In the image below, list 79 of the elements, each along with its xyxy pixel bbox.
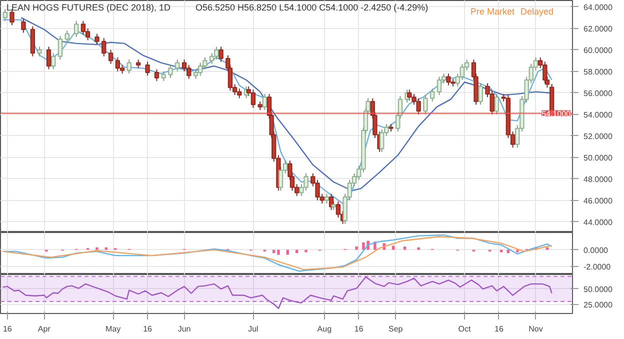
candlestick	[46, 46, 52, 70]
y-tick-label: 54.0000	[584, 110, 613, 120]
y-tick-label: 64.0000	[584, 2, 613, 12]
candlestick	[51, 52, 56, 70]
candlestick	[30, 26, 35, 57]
line-series	[2, 276, 552, 310]
candlestick	[108, 49, 114, 64]
x-tick-label: Aug	[317, 324, 332, 334]
x-tick-label: 16	[494, 324, 504, 334]
candlestick	[262, 93, 268, 111]
y-tick-label: 0.0000	[584, 246, 609, 255]
bar	[304, 250, 308, 252]
candlestick	[94, 33, 100, 46]
x-tick-label: Sep	[388, 324, 404, 334]
candlestick	[278, 166, 284, 192]
y-tick-label: 58.0000	[584, 67, 613, 76]
x-tick-label: May	[106, 324, 121, 334]
candlestick	[460, 63, 465, 80]
bar	[546, 247, 549, 250]
bar	[104, 247, 108, 250]
x-tick-label: Nov	[528, 324, 543, 334]
ref-line-label: 54.1000	[542, 109, 572, 118]
candlestick	[218, 46, 224, 62]
y-tick-label: 48.0000	[584, 174, 613, 184]
y-tick-label: 50.0000	[584, 284, 613, 294]
y-tick-label: 52.0000	[584, 132, 613, 141]
y-tick-label: 60.0000	[584, 46, 613, 55]
candlestick	[161, 70, 166, 82]
x-tick-label: Oct	[458, 324, 472, 334]
candlestick	[21, 18, 26, 34]
candlestick	[126, 59, 132, 74]
x-tick-label: Jul	[248, 324, 259, 334]
x-tick-label: 16	[354, 324, 364, 334]
candlestick	[145, 61, 150, 76]
y-tick-label: 44.0000	[584, 218, 613, 227]
bar	[403, 246, 406, 250]
candlestick	[324, 193, 330, 204]
candlestick	[64, 30, 70, 43]
candlestick	[423, 94, 428, 115]
candlestick	[494, 93, 500, 115]
bar	[417, 247, 420, 250]
candlestick	[250, 89, 256, 108]
candlestick	[58, 35, 63, 60]
bar	[500, 250, 503, 252]
x-tick-label: 16	[2, 324, 12, 334]
candlestick	[74, 20, 79, 38]
x-tick-label: 16	[143, 324, 153, 334]
candlestick	[182, 59, 187, 72]
bar	[516, 250, 519, 252]
candlestick	[80, 20, 86, 36]
y-tick-label: 62.0000	[584, 24, 613, 34]
bar	[96, 247, 98, 250]
bar	[277, 250, 280, 255]
candlestick	[154, 68, 160, 82]
y-tick-label: 50.0000	[584, 153, 613, 162]
candlestick	[10, 8, 14, 26]
annotation: Delayed	[520, 6, 554, 16]
y-tick-label: 56.0000	[584, 88, 613, 98]
x-tick-label: Apr	[38, 324, 51, 334]
candlestick	[85, 28, 90, 41]
y-tick-label: 25.0000	[584, 300, 613, 310]
candlestick	[37, 46, 42, 57]
annotation: Pre Market	[470, 6, 516, 16]
chart-title: LEAN HOGS FUTURES (DEC 2018), 1D	[6, 2, 172, 12]
candlestick	[478, 82, 483, 106]
candlestick	[175, 59, 180, 72]
y-tick-label: 46.0000	[584, 196, 613, 206]
bar	[392, 246, 395, 250]
candlestick	[430, 88, 435, 102]
candlestick	[210, 52, 214, 64]
candlestick	[436, 76, 442, 96]
candlestick	[193, 68, 198, 80]
annotation: O56.5250 H56.8250 L54.1000 C54.1000 -2.4250 (-4.29%)	[196, 2, 428, 12]
candlestick	[168, 64, 173, 78]
y-tick-label: -2.0000	[584, 262, 612, 272]
x-tick-label: Jun	[178, 324, 191, 334]
candlestick	[102, 38, 106, 57]
bar	[355, 246, 358, 250]
candlestick	[336, 200, 341, 218]
